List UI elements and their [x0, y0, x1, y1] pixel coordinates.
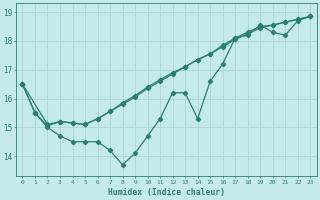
- X-axis label: Humidex (Indice chaleur): Humidex (Indice chaleur): [108, 188, 225, 197]
